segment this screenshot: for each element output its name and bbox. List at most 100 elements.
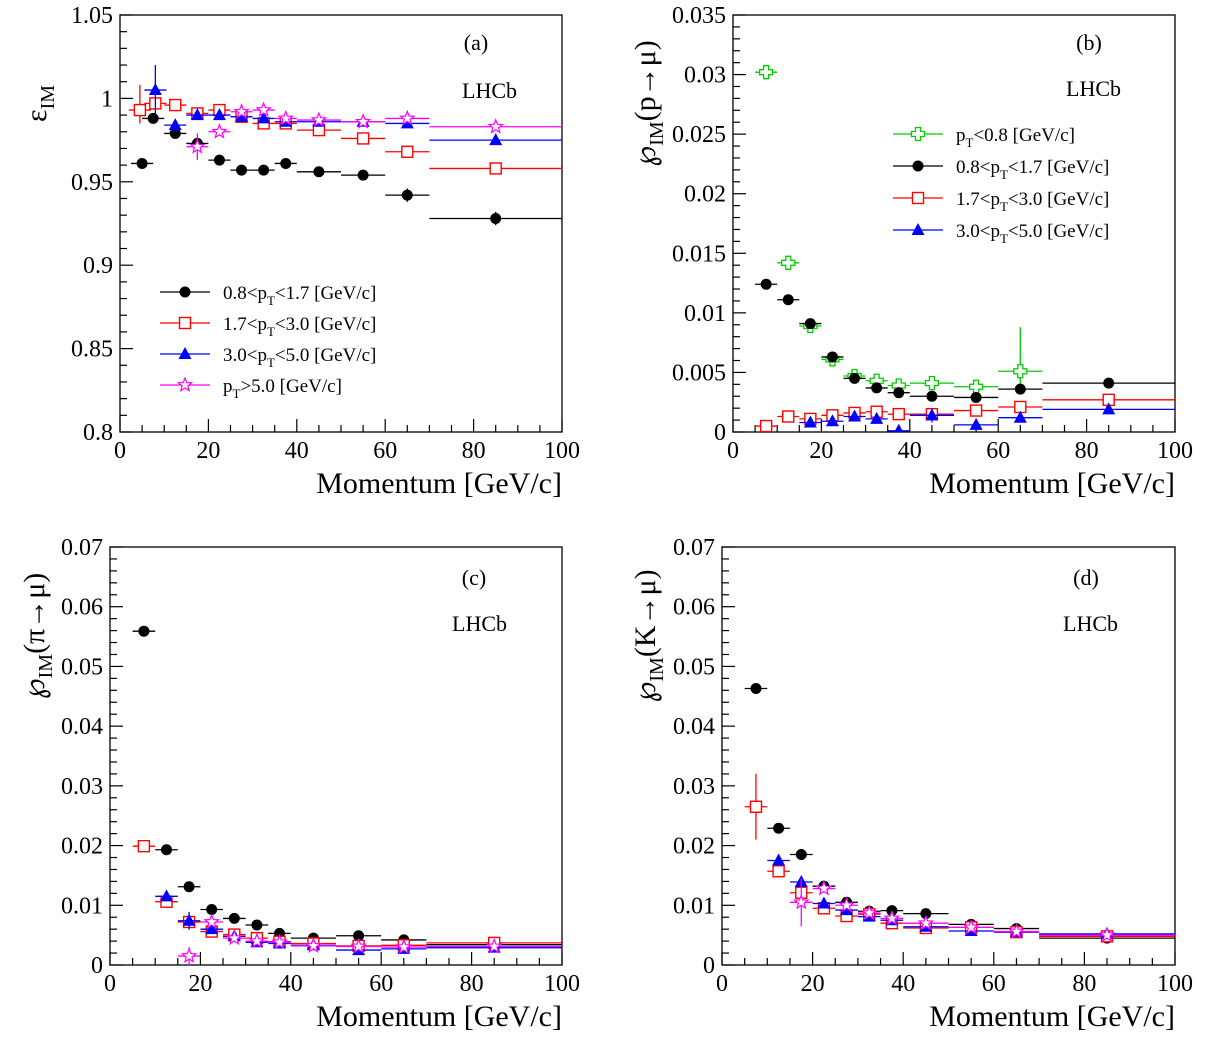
experiment-label: LHCb [1063, 611, 1118, 636]
y-tick-label: 0.04 [61, 714, 103, 740]
panel-c-pion-misid: 0 20 40 60 80 100 0 0.01 0.02 0.03 0.04 0.05 0.06 0.0… [18, 535, 580, 1033]
data-point [183, 881, 195, 893]
data-point [1103, 377, 1115, 389]
x-axis-title: Momentum [GeV/c] [316, 467, 562, 500]
y-tick-label: 0.9 [83, 253, 113, 279]
data-point [911, 191, 925, 205]
experiment-label: LHCb [452, 611, 507, 636]
data-point [817, 896, 831, 909]
y-tick-label: 0.03 [673, 774, 715, 800]
data-point [305, 937, 322, 953]
y-tick-label: 0.02 [673, 834, 715, 860]
y-tick-label: 0.06 [673, 595, 715, 621]
data-point [912, 160, 924, 172]
legend: pT<0.8 [GeV/c] 0.8<pT<1.7 [GeV/c] 1.7<pT<3… [893, 125, 1109, 246]
x-tick-label: 0 [727, 438, 739, 464]
x-tick-label: 100 [544, 438, 580, 464]
x-tick-label: 60 [369, 971, 393, 997]
data-series [177, 913, 562, 965]
x-tick-label: 40 [898, 438, 922, 464]
y-axis-title: ℘IM(π→μ) [18, 573, 57, 700]
data-point [138, 625, 150, 637]
data-series [755, 278, 1175, 403]
data-point [277, 109, 295, 126]
y-tick-label: 0 [91, 953, 103, 979]
data-point [485, 937, 503, 954]
y-tick-label: 0.01 [673, 893, 715, 919]
data-point [804, 318, 816, 330]
y-tick-label: 0.8 [83, 420, 113, 446]
data-point [1008, 922, 1025, 939]
data-point [803, 415, 817, 428]
x-tick-label: 60 [982, 971, 1006, 997]
x-tick-label: 20 [188, 971, 212, 997]
data-point [350, 937, 367, 954]
data-point [926, 390, 938, 402]
panel-label: (c) [462, 565, 486, 590]
y-tick-label: 0.005 [672, 360, 726, 386]
data-point [1013, 364, 1028, 379]
data-series [744, 683, 1175, 944]
y-tick-label: 0.07 [673, 535, 715, 561]
legend-label: 1.7<pT<3.0 [GeV/c] [223, 314, 376, 339]
x-tick-label: 100 [544, 971, 580, 997]
x-tick-label: 0 [716, 971, 728, 997]
legend-label: 1.7<pT<3.0 [GeV/c] [956, 189, 1109, 214]
data-point [233, 103, 250, 119]
data-point [760, 278, 772, 290]
data-point [840, 903, 854, 916]
y-tick-label: 0.06 [61, 595, 103, 621]
experiment-label: LHCb [1066, 76, 1121, 101]
data-series [744, 773, 1175, 943]
data-point [917, 914, 935, 931]
x-tick-label: 60 [986, 438, 1010, 464]
data-point [792, 893, 810, 910]
x-tick-label: 20 [196, 438, 220, 464]
data-point [871, 382, 883, 394]
y-tick-label: 0.95 [71, 170, 113, 196]
data-point [257, 111, 271, 124]
data-point [313, 166, 325, 178]
data-point [255, 101, 272, 118]
data-point [848, 409, 862, 422]
data-point [969, 404, 983, 417]
x-axis-title: Momentum [GeV/c] [316, 1000, 562, 1033]
data-point [401, 145, 414, 158]
data-point [178, 316, 192, 330]
data-point [169, 98, 182, 112]
data-point [190, 108, 204, 121]
x-tick-label: 40 [279, 971, 303, 997]
x-tick-label: 100 [1157, 971, 1193, 997]
legend-label: 3.0<pT<5.0 [GeV/c] [223, 345, 376, 370]
data-point [356, 132, 370, 145]
legend-label: 0.8<pT<1.7 [GeV/c] [223, 283, 376, 308]
data-point [489, 162, 502, 175]
data-point [759, 65, 774, 80]
y-tick-label: 1.05 [71, 3, 113, 29]
data-point [258, 164, 270, 176]
data-point [400, 116, 414, 129]
data-point [357, 169, 369, 181]
data-point [213, 154, 225, 166]
y-tick-label: 0.01 [684, 301, 726, 327]
data-series [186, 101, 562, 161]
x-tick-label: 0 [104, 971, 116, 997]
y-tick-label: 1 [101, 86, 113, 112]
data-point [178, 347, 192, 359]
data-series [132, 839, 562, 953]
data-series [132, 625, 562, 951]
data-point [489, 133, 503, 146]
y-tick-label: 0.04 [673, 714, 715, 740]
panel-a-efficiency: 0 20 40 60 80 100 0.8 0.85 0.9 0.95 1 1.05 Momentum … [20, 3, 580, 500]
y-tick-label: 0.03 [684, 63, 726, 89]
data-point [1014, 383, 1026, 395]
data-point [148, 83, 162, 96]
data-point [189, 138, 206, 154]
x-tick-label: 80 [1075, 438, 1099, 464]
data-point [353, 930, 365, 942]
data-point [911, 223, 925, 235]
data-point [861, 904, 878, 921]
x-tick-label: 40 [891, 971, 915, 997]
data-point [248, 932, 266, 949]
x-tick-label: 80 [462, 438, 486, 464]
